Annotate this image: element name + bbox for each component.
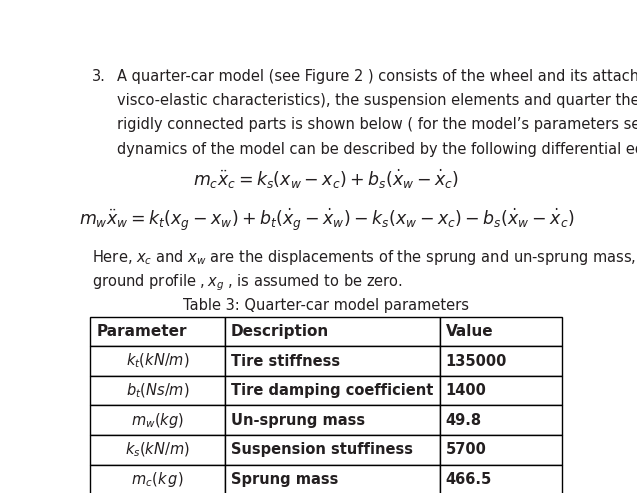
Text: Suspension stuffiness: Suspension stuffiness: [231, 442, 413, 458]
Bar: [225, 405, 440, 435]
Text: $m_w(kg)$: $m_w(kg)$: [131, 411, 184, 430]
Bar: [440, 465, 562, 493]
Bar: [225, 465, 440, 493]
Bar: [90, 435, 225, 465]
Bar: [90, 317, 225, 346]
Text: 3.: 3.: [92, 69, 106, 84]
Text: 135000: 135000: [446, 353, 507, 369]
Text: $m_c\ddot{x}_c = k_s(x_w - x_c) + b_s(\dot{x}_w - \dot{x}_c)$: $m_c\ddot{x}_c = k_s(x_w - x_c) + b_s(\d…: [194, 168, 459, 191]
Text: Parameter: Parameter: [96, 324, 187, 339]
Bar: [90, 465, 225, 493]
Text: ground profile $,x_g$ , is assumed to be zero.: ground profile $,x_g$ , is assumed to be…: [92, 272, 403, 293]
Bar: [440, 376, 562, 405]
Text: Tire damping coefficient: Tire damping coefficient: [231, 383, 433, 398]
Bar: [440, 435, 562, 465]
Text: dynamics of the model can be described by the following differential equations:: dynamics of the model can be described b…: [117, 141, 637, 157]
Bar: [440, 317, 562, 346]
Text: Value: Value: [446, 324, 493, 339]
Bar: [225, 376, 440, 405]
Text: Here, $x_c$ and $x_w$ are the displacements of the sprung and un-sprung mass, re: Here, $x_c$ and $x_w$ are the displaceme…: [92, 248, 637, 267]
Text: visco-elastic characteristics), the suspension elements and quarter the chassis : visco-elastic characteristics), the susp…: [117, 93, 637, 108]
Text: $k_s(kN/m)$: $k_s(kN/m)$: [125, 441, 190, 459]
Text: $m_w\ddot{x}_w = k_t(x_g - x_w) + b_t(\dot{x}_g - \dot{x}_w) - k_s(x_w - x_c) - : $m_w\ddot{x}_w = k_t(x_g - x_w) + b_t(\d…: [79, 207, 574, 233]
Text: Table 3: Quarter-car model parameters: Table 3: Quarter-car model parameters: [183, 298, 469, 314]
Text: Un-sprung mass: Un-sprung mass: [231, 413, 365, 428]
Bar: [225, 346, 440, 376]
Text: $b_t(Ns/m)$: $b_t(Ns/m)$: [126, 382, 190, 400]
Text: A quarter-car model (see Figure 2 ) consists of the wheel and its attachments, t: A quarter-car model (see Figure 2 ) cons…: [117, 69, 637, 84]
Text: 49.8: 49.8: [446, 413, 482, 428]
Text: Tire stiffness: Tire stiffness: [231, 353, 340, 369]
Text: $m_c(k\,g)$: $m_c(k\,g)$: [131, 470, 184, 489]
Bar: [90, 346, 225, 376]
Text: 466.5: 466.5: [446, 472, 492, 487]
Text: Sprung mass: Sprung mass: [231, 472, 338, 487]
Text: $k_t(kN/m)$: $k_t(kN/m)$: [126, 352, 190, 370]
Bar: [440, 405, 562, 435]
Bar: [90, 376, 225, 405]
Text: 5700: 5700: [446, 442, 487, 458]
Text: rigidly connected parts is shown below ( for the model’s parameters see Table 3): rigidly connected parts is shown below (…: [117, 117, 637, 132]
Bar: [225, 317, 440, 346]
Text: Description: Description: [231, 324, 329, 339]
Bar: [440, 346, 562, 376]
Bar: [90, 405, 225, 435]
Bar: [225, 435, 440, 465]
Text: 1400: 1400: [446, 383, 487, 398]
